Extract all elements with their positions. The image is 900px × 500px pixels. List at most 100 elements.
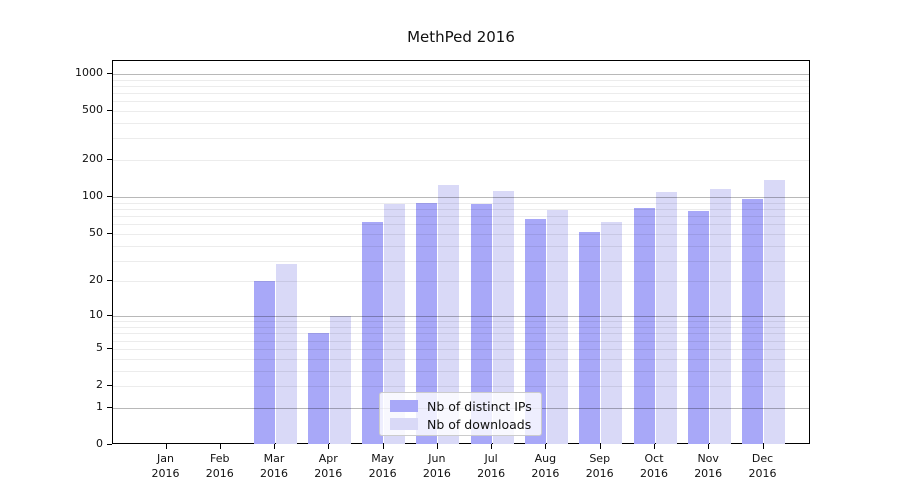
gridline-minor [113, 123, 809, 124]
gridline-minor [113, 216, 809, 217]
x-tick-label-feb: Feb 2016 [205, 452, 234, 480]
x-tick-label-jul: Jul 2016 [477, 452, 506, 480]
bar-ips-sep [579, 231, 601, 444]
gridline-minor [113, 281, 809, 283]
gridline-minor [113, 370, 809, 372]
plot-area [112, 60, 810, 444]
x-tick-label-dec: Dec 2016 [748, 452, 777, 480]
gridline-minor [113, 327, 809, 328]
bar-downloads-sep [601, 222, 623, 444]
x-tick-mark [219, 444, 221, 449]
bar-ips-dec [742, 198, 763, 444]
bar-ips-jul [470, 203, 492, 444]
x-tick-label-jun: Jun 2016 [422, 452, 451, 480]
x-tick-mark [545, 444, 547, 449]
gridline-major [113, 73, 809, 75]
x-tick-mark [165, 444, 167, 449]
bar-downloads-apr [329, 316, 351, 444]
gridline-minor [113, 321, 809, 323]
y-tick-mark [107, 444, 112, 445]
bar-downloads-oct [655, 191, 677, 444]
y-tick-label: 20 [89, 273, 103, 287]
gridline-minor [113, 245, 809, 247]
y-tick-label: 50 [89, 225, 103, 239]
bar-ips-apr [307, 333, 329, 444]
legend-label: Nb of distinct IPs [427, 398, 532, 414]
y-tick-mark [107, 385, 112, 386]
gridline-minor [113, 340, 809, 342]
gridline-minor [113, 333, 809, 335]
x-tick-label-sep: Sep 2016 [585, 452, 614, 480]
legend: Nb of distinct IPs Nb of downloads [379, 392, 542, 436]
grid-layer [113, 61, 809, 443]
gridline-minor [113, 386, 809, 387]
y-tick-label: 2 [96, 378, 103, 391]
bar-downloads-nov [709, 189, 731, 444]
bar-downloads-jun [438, 185, 460, 444]
y-tick-label: 0 [96, 437, 103, 450]
bar-downloads-mar [275, 264, 297, 444]
y-tick-mark [107, 406, 112, 408]
bar-ips-may [362, 221, 384, 444]
gridline-minor [113, 111, 809, 112]
x-tick-mark [491, 444, 493, 449]
x-tick-label-mar: Mar 2016 [260, 452, 288, 480]
gridline-minor [113, 348, 809, 350]
bar-downloads-jul [492, 190, 514, 444]
bar-downloads-aug [546, 209, 568, 444]
bar-ips-mar [253, 281, 275, 444]
bar-downloads-may [384, 203, 406, 444]
bar-ips-oct [633, 207, 655, 444]
y-tick-mark [107, 72, 112, 74]
x-tick-label-jan: Jan 2016 [151, 452, 180, 480]
bar-ips-aug [524, 219, 546, 444]
gridline-minor [113, 160, 809, 162]
x-tick-label-aug: Aug 2016 [531, 452, 560, 480]
x-tick-mark [328, 444, 330, 449]
y-tick-mark [107, 232, 112, 234]
x-tick-label-apr: Apr 2016 [314, 452, 343, 480]
gridline-minor [113, 233, 809, 235]
y-tick-label: 500 [82, 103, 103, 116]
y-tick-label: 5 [96, 340, 103, 354]
y-tick-label: 200 [82, 152, 103, 166]
x-tick-label-oct: Oct 2016 [640, 452, 668, 480]
y-tick-label: 10 [89, 308, 103, 322]
y-tick-mark [107, 159, 112, 161]
bars-layer [113, 61, 809, 444]
legend-swatch-icon [390, 418, 418, 430]
legend-item: Nb of distinct IPs [390, 397, 541, 415]
x-tick-mark [382, 444, 384, 449]
gridline-minor [113, 138, 809, 140]
x-tick-mark [654, 444, 655, 449]
gridline-minor [113, 260, 809, 262]
x-tick-mark [436, 444, 438, 449]
gridline-minor [113, 208, 809, 210]
x-tick-mark [274, 444, 275, 449]
bar-ips-jun [416, 202, 438, 444]
x-tick-mark [708, 444, 710, 449]
y-tick-mark [107, 196, 112, 198]
y-tick-mark [107, 280, 112, 282]
gridline-major [113, 316, 809, 318]
bar-downloads-dec [764, 179, 785, 444]
y-tick-label: 1 [96, 399, 103, 413]
legend-swatch-icon [390, 400, 418, 412]
gridline-minor [113, 101, 809, 103]
gridline-minor [113, 224, 809, 226]
y-tick-label: 1000 [75, 65, 103, 79]
x-tick-mark [762, 444, 764, 449]
y-tick-mark [107, 110, 112, 111]
x-tick-label-nov: Nov 2016 [694, 452, 723, 480]
x-tick-mark [599, 444, 601, 449]
y-tick-label: 100 [82, 189, 103, 203]
gridline-minor [113, 202, 809, 204]
gridline-minor [113, 85, 809, 87]
gridline-minor [113, 358, 809, 360]
gridline-minor [113, 93, 809, 94]
x-tick-label-may: May 2016 [368, 452, 397, 480]
gridline-major [113, 197, 809, 199]
legend-item: Nb of downloads [390, 415, 541, 433]
gridline-minor [113, 79, 809, 81]
